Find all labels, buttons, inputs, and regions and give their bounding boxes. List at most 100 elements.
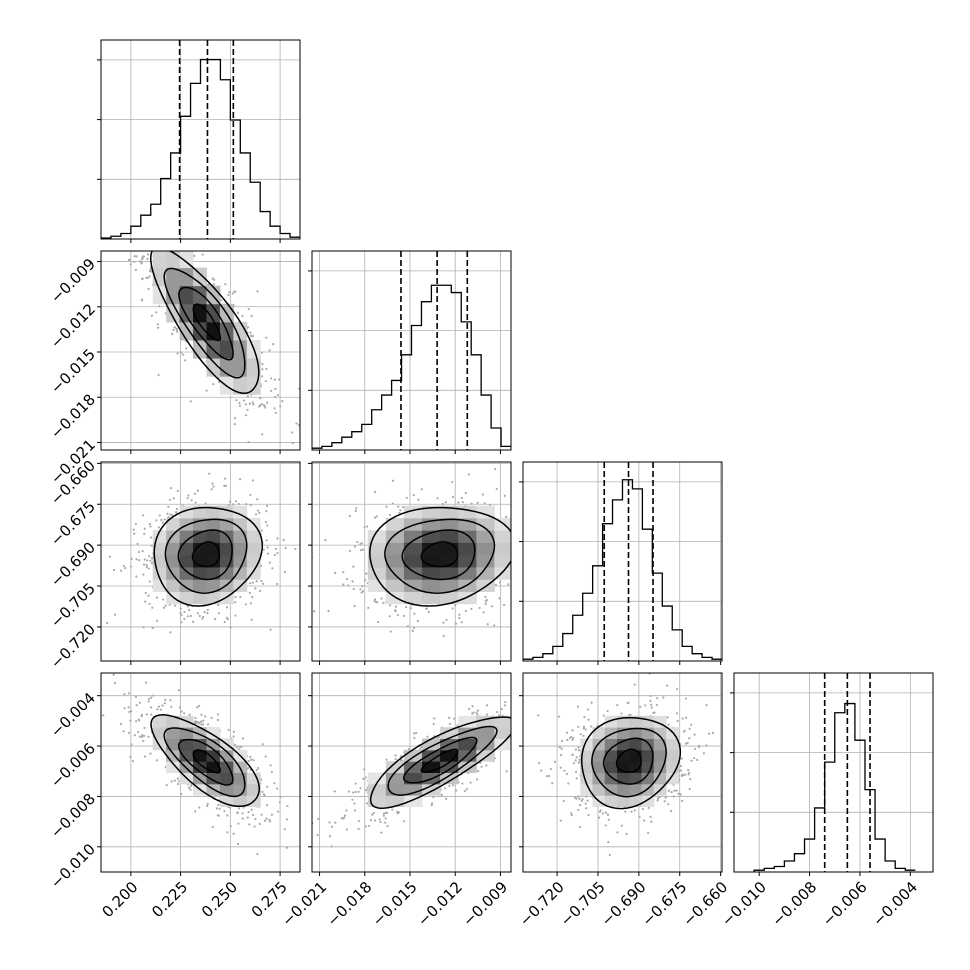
sample-point	[268, 349, 271, 352]
sample-point	[264, 406, 267, 409]
sample-point	[519, 735, 521, 737]
density-cell	[166, 285, 181, 305]
sample-point	[138, 701, 141, 704]
y-tick-label: −0.690	[47, 538, 99, 590]
sample-point	[255, 768, 258, 772]
sample-point	[264, 379, 268, 383]
sample-point	[228, 291, 231, 294]
sample-point	[212, 383, 215, 386]
sample-point	[156, 323, 159, 326]
sample-point	[354, 790, 357, 794]
sample-point	[127, 258, 130, 262]
sample-point	[108, 555, 111, 558]
sample-point	[270, 813, 274, 816]
sample-point	[240, 745, 243, 748]
sample-point	[234, 290, 237, 293]
sample-point	[150, 536, 153, 539]
sample-point	[261, 433, 264, 436]
sample-point	[180, 621, 183, 624]
density-cell	[440, 749, 459, 762]
density-cell	[367, 783, 387, 796]
density-cell	[385, 761, 405, 773]
sample-point	[536, 568, 538, 570]
sample-point	[513, 596, 515, 598]
x-tick-label: 0.200	[98, 878, 141, 921]
sample-point	[187, 494, 190, 497]
sample-point	[526, 559, 528, 561]
sample-point	[526, 724, 528, 726]
sample-point	[234, 500, 238, 503]
sample-point	[148, 233, 150, 235]
density-cell	[179, 542, 194, 556]
sample-point	[143, 532, 146, 536]
sample-point	[226, 814, 229, 817]
sample-point	[157, 526, 161, 529]
sample-point	[238, 478, 242, 481]
density-cell	[403, 772, 423, 785]
sample-point	[215, 807, 219, 810]
density-cell	[166, 738, 181, 751]
y-tick-label: −0.015	[47, 345, 99, 397]
x-tick-label: −0.009	[459, 878, 511, 930]
sample-point	[515, 508, 517, 510]
sample-point	[204, 715, 207, 718]
density-cell	[206, 530, 221, 543]
sample-point	[273, 782, 276, 785]
density-cell	[152, 285, 167, 305]
sample-point	[254, 513, 258, 516]
contour-level-3	[150, 714, 261, 808]
sample-point	[158, 305, 161, 308]
sample-point	[216, 718, 220, 722]
sample-point	[154, 221, 156, 223]
sample-point	[283, 828, 286, 831]
sample-point	[218, 381, 221, 384]
sample-point	[251, 479, 255, 482]
sample-point	[306, 549, 308, 551]
sample-point	[420, 746, 423, 749]
density-cell	[219, 761, 234, 773]
sample-point	[246, 326, 250, 329]
sample-point	[247, 441, 250, 444]
sample-point	[518, 732, 520, 734]
density-cell	[422, 738, 441, 751]
sample-point	[327, 609, 330, 613]
x-tick-label: −0.018	[324, 878, 376, 930]
sample-point	[494, 468, 497, 471]
sample-point	[513, 714, 515, 716]
sample-point	[342, 583, 345, 586]
sample-point	[227, 728, 230, 731]
sample-point	[254, 817, 257, 821]
sample-point	[128, 710, 131, 714]
sample-point	[540, 514, 542, 516]
panel-frame	[311, 672, 512, 873]
sample-point	[316, 833, 319, 837]
sample-point	[227, 293, 230, 296]
density-cell	[193, 591, 207, 605]
sample-point	[218, 807, 221, 810]
sample-point	[425, 607, 428, 610]
sample-point	[357, 790, 360, 793]
sample-point	[178, 247, 180, 249]
density-cell	[166, 727, 181, 739]
sample-point	[198, 806, 201, 809]
sample-point	[206, 804, 209, 808]
sample-point	[519, 716, 521, 718]
sample-point	[402, 506, 405, 509]
density-cell	[476, 554, 495, 568]
density-cell	[440, 554, 459, 568]
density-cell	[233, 566, 248, 580]
sample-point	[445, 618, 448, 622]
sample-point	[81, 175, 83, 177]
sample-point	[518, 531, 520, 533]
sample-point	[180, 792, 183, 796]
sample-point	[317, 817, 320, 820]
contour-level-0	[192, 303, 222, 342]
sample-point	[285, 846, 289, 849]
x-tick-label: 0.225	[148, 878, 191, 921]
sample-point	[156, 708, 159, 711]
density-cell	[206, 727, 221, 739]
sample-point	[475, 711, 478, 714]
density-cell	[476, 505, 495, 519]
sample-point	[418, 748, 422, 751]
sample-point	[142, 626, 145, 629]
